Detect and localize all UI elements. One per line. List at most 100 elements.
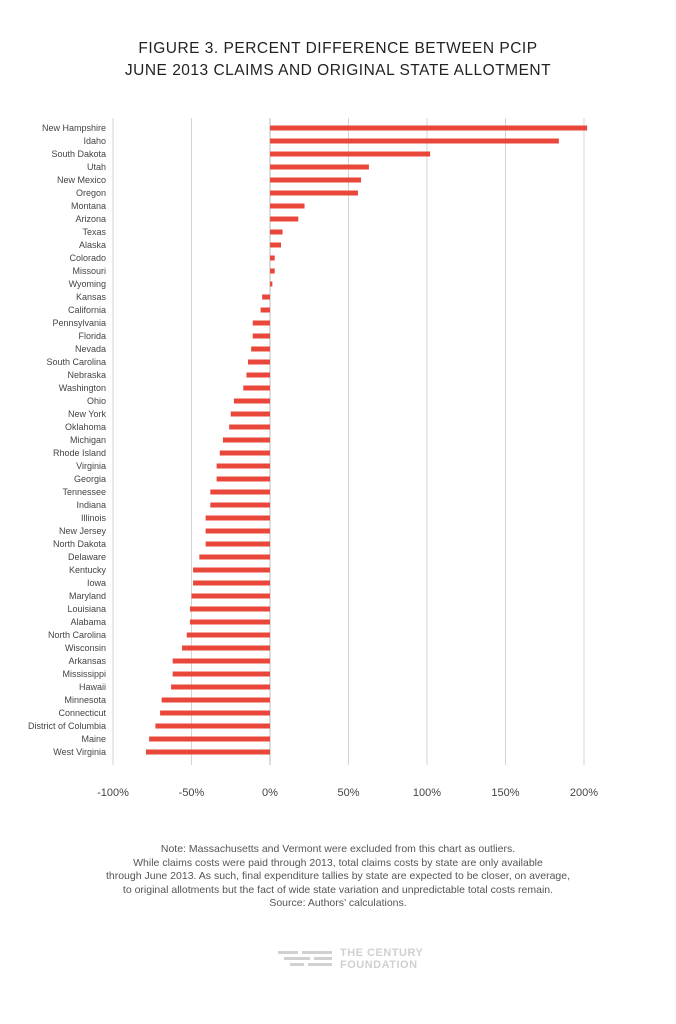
- bar: [186, 632, 270, 638]
- bar: [270, 164, 369, 170]
- category-label: North Carolina: [48, 630, 106, 640]
- bar: [189, 619, 270, 625]
- bar: [171, 684, 270, 690]
- bar: [182, 645, 270, 651]
- category-label: Minnesota: [64, 695, 106, 705]
- category-label: Wyoming: [69, 279, 106, 289]
- category-label: North Dakota: [53, 539, 106, 549]
- bar: [210, 489, 270, 495]
- bar: [199, 554, 270, 560]
- logo-line-1: THE CENTURY: [340, 947, 424, 959]
- bar-chart: -100% -50% 0% 50% 100% 150% 200% New Hampshire I…: [28, 118, 598, 799]
- x-tick-label: 50%: [337, 787, 359, 799]
- bar: [252, 320, 270, 326]
- bar: [210, 502, 270, 508]
- category-label: Illinois: [81, 513, 107, 523]
- x-tick-label: 150%: [491, 787, 519, 799]
- bar: [233, 398, 270, 404]
- bar: [189, 606, 270, 612]
- category-label: Utah: [87, 162, 106, 172]
- logo-text: THE CENTURY FOUNDATION: [340, 947, 423, 971]
- bar: [229, 424, 270, 430]
- category-label: Indiana: [76, 500, 106, 510]
- category-label: Rhode Island: [53, 448, 106, 458]
- bar: [149, 736, 270, 742]
- category-label: Mississippi: [62, 669, 106, 679]
- category-label: New Hampshire: [42, 123, 106, 133]
- category-label: Nebraska: [67, 370, 106, 380]
- category-label: Wisconsin: [65, 643, 106, 653]
- bar: [155, 723, 270, 729]
- bar: [270, 216, 299, 222]
- bar: [270, 125, 588, 131]
- century-foundation-logo: THE CENTURY FOUNDATION: [278, 945, 448, 977]
- bar: [270, 203, 305, 209]
- bar: [219, 450, 270, 456]
- bar: [260, 307, 270, 313]
- category-label: New Jersey: [59, 526, 107, 536]
- bar: [248, 359, 270, 365]
- bar: [205, 528, 270, 534]
- category-label: Oregon: [76, 188, 106, 198]
- bar: [270, 138, 559, 144]
- x-tick-label: 0%: [262, 787, 278, 799]
- bar: [270, 151, 431, 157]
- bar: [193, 567, 270, 573]
- category-label: Florida: [78, 331, 106, 341]
- bar: [205, 541, 270, 547]
- bar: [251, 346, 270, 352]
- category-label: Missouri: [72, 266, 106, 276]
- bar: [193, 580, 270, 586]
- category-label: District of Columbia: [28, 721, 106, 731]
- category-label: Ohio: [87, 396, 106, 406]
- note-line-2: While claims costs were paid through 201…: [133, 856, 543, 869]
- bar: [246, 372, 270, 378]
- category-label: Maine: [81, 734, 106, 744]
- category-label: Texas: [82, 227, 106, 237]
- note-line-4: to original allotments but the fact of w…: [122, 883, 554, 896]
- logo-line-2: FOUNDATION: [340, 959, 418, 971]
- category-label: Hawaii: [79, 682, 106, 692]
- category-label: Nevada: [75, 344, 106, 354]
- category-label: Louisiana: [67, 604, 106, 614]
- x-tick-label: 200%: [570, 787, 598, 799]
- category-label: Colorado: [69, 253, 106, 263]
- bar: [270, 242, 281, 248]
- chart-note: Note: Massachusetts and Vermont were exc…: [0, 843, 676, 911]
- category-label: Michigan: [70, 435, 106, 445]
- category-label: Alaska: [79, 240, 106, 250]
- bar: [222, 437, 270, 443]
- category-label: Oklahoma: [65, 422, 106, 432]
- category-label: South Dakota: [51, 149, 106, 159]
- bar: [252, 333, 270, 339]
- category-label: West Virginia: [53, 747, 106, 757]
- x-tick-label: -50%: [179, 787, 205, 799]
- category-label: Kansas: [76, 292, 107, 302]
- bar: [243, 385, 270, 391]
- category-label: South Carolina: [46, 357, 106, 367]
- category-label: Washington: [59, 383, 106, 393]
- bar: [161, 697, 270, 703]
- category-label: Maryland: [69, 591, 106, 601]
- bar: [270, 229, 283, 235]
- note-line-3: through June 2013. As such, final expend…: [105, 870, 571, 882]
- category-label: Virginia: [76, 461, 106, 471]
- category-label: Pennsylvania: [52, 318, 106, 328]
- bar: [172, 658, 270, 664]
- note-line-5: Source: Authors’ calculations.: [269, 897, 407, 909]
- bar: [270, 281, 273, 287]
- category-label: New York: [68, 409, 107, 419]
- x-tick-label: -100%: [97, 787, 129, 799]
- bar: [230, 411, 270, 417]
- logo-mark-icon: [278, 951, 332, 966]
- note-line-1: Note: Massachusetts and Vermont were exc…: [160, 843, 516, 855]
- x-tick-label: 100%: [413, 787, 441, 799]
- bar: [262, 294, 270, 300]
- bar: [145, 749, 270, 755]
- category-label: Connecticut: [58, 708, 106, 718]
- category-label: Iowa: [87, 578, 106, 588]
- bar: [205, 515, 270, 521]
- bar: [160, 710, 270, 716]
- category-label: Arizona: [75, 214, 106, 224]
- chart-title-line-1: FIGURE 3. PERCENT DIFFERENCE BETWEEN PCI…: [138, 40, 538, 57]
